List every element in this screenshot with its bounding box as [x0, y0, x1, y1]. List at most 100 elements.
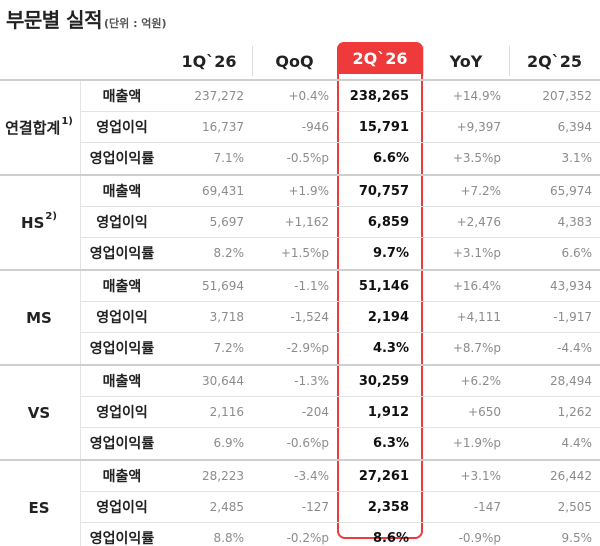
- table-cell: -0.9%p: [458, 531, 501, 545]
- table-cell: 237,272: [194, 89, 244, 103]
- column-divider: [80, 461, 81, 546]
- table-cell: 51,146: [358, 278, 409, 294]
- unit-label: (단위 : 억원): [103, 17, 167, 30]
- row-divider: [80, 301, 600, 302]
- table-cell: 65,974: [550, 184, 592, 198]
- table-cell: 16,737: [202, 120, 244, 134]
- row-divider: [80, 427, 600, 428]
- table-cell: 2,194: [367, 309, 409, 325]
- table-cell: 3,718: [209, 310, 244, 324]
- table-cell: 28,223: [202, 469, 244, 483]
- metric-label: 매출액: [102, 374, 142, 390]
- metric-label: 영업이익: [96, 500, 148, 516]
- header-divider: [252, 46, 253, 76]
- column-divider: [80, 176, 81, 269]
- segment-divider: [0, 79, 600, 81]
- table-cell: -0.5%p: [286, 151, 329, 165]
- segment-divider: [0, 364, 600, 366]
- row-divider: [80, 111, 600, 112]
- footnote-marker: 1): [61, 116, 73, 127]
- metric-label: 영업이익: [96, 310, 148, 326]
- table-cell: -946: [301, 120, 329, 134]
- table-cell: 7.2%: [213, 341, 245, 355]
- segment-name: VS: [27, 403, 51, 422]
- table-cell: +650: [468, 405, 501, 419]
- segment-label: 연결합계 1): [0, 81, 78, 174]
- table-cell: -147: [473, 500, 501, 514]
- segment-name: ES: [28, 498, 50, 517]
- row-divider: [80, 142, 600, 143]
- table-cell: -3.4%: [294, 469, 329, 483]
- table-cell: +3.1%p: [452, 246, 501, 260]
- table-cell: 27,261: [358, 468, 409, 484]
- metric-label: 영업이익률: [89, 151, 155, 167]
- table-cell: 238,265: [349, 88, 409, 104]
- row-divider: [80, 332, 600, 333]
- table-cell: +16.4%: [452, 279, 501, 293]
- table-cell: +8.7%p: [452, 341, 501, 355]
- row-divider: [80, 396, 600, 397]
- segment-divider: [0, 174, 600, 176]
- table-cell: 28,494: [550, 374, 592, 388]
- metric-label: 매출액: [102, 184, 142, 200]
- metric-label: 매출액: [102, 89, 142, 105]
- table-cell: -4.4%: [557, 341, 592, 355]
- table-cell: 6,394: [557, 120, 592, 134]
- table-cell: 6,859: [367, 214, 409, 230]
- row-divider: [80, 206, 600, 207]
- table-cell: 2,358: [367, 499, 409, 515]
- metric-label: 영업이익: [96, 120, 148, 136]
- header-divider: [423, 46, 424, 76]
- table-cell: +3.1%: [460, 469, 501, 483]
- table-cell: +1.5%p: [280, 246, 329, 260]
- column-header: 1Q`26: [181, 51, 237, 71]
- segment-label: HS 2): [0, 176, 78, 269]
- table-cell: 43,934: [550, 279, 592, 293]
- segment-label: ES: [0, 461, 78, 546]
- table-cell: 6.6%: [561, 246, 593, 260]
- footnote-marker: 2): [45, 211, 57, 222]
- table-cell: 3.1%: [561, 151, 593, 165]
- column-header: QoQ: [275, 51, 314, 71]
- table-cell: -1,524: [290, 310, 329, 324]
- segment-name: 연결합계: [5, 119, 61, 137]
- segment-divider: [0, 459, 600, 461]
- table-cell: +4,111: [456, 310, 501, 324]
- table-cell: 5,697: [209, 215, 244, 229]
- table-cell: +6.2%: [460, 374, 501, 388]
- column-header: 2Q`25: [527, 51, 582, 71]
- column-header: YoY: [449, 51, 483, 71]
- title-row: 부문별 실적 (단위 : 억원): [6, 4, 167, 34]
- table-cell: 30,644: [202, 374, 244, 388]
- table-cell: 30,259: [358, 373, 409, 389]
- table-cell: 8.6%: [372, 530, 409, 546]
- table-cell: 4.3%: [372, 340, 409, 356]
- table-cell: +9,397: [456, 120, 501, 134]
- table-cell: +2,476: [456, 215, 501, 229]
- header-divider: [509, 46, 510, 76]
- table-cell: +14.9%: [452, 89, 501, 103]
- table-cell: 2,505: [557, 500, 592, 514]
- table-cell: +3.5%p: [452, 151, 501, 165]
- row-divider: [80, 522, 600, 523]
- segment-name: MS: [26, 308, 52, 327]
- table-cell: 51,694: [202, 279, 244, 293]
- metric-label: 영업이익률: [89, 436, 155, 452]
- row-divider: [80, 237, 600, 238]
- metric-label: 매출액: [102, 279, 142, 295]
- table-cell: 4,383: [557, 215, 592, 229]
- segment-label: MS: [0, 271, 78, 364]
- table-cell: +0.4%: [288, 89, 329, 103]
- table-cell: -2.9%p: [286, 341, 329, 355]
- metric-label: 영업이익: [96, 405, 148, 421]
- table-cell: 6.3%: [372, 435, 409, 451]
- metric-label: 영업이익: [96, 215, 148, 231]
- table-cell: -1,917: [553, 310, 592, 324]
- table-cell: 8.8%: [213, 531, 245, 545]
- segment-divider: [0, 269, 600, 271]
- table-cell: 15,791: [358, 119, 409, 135]
- table-cell: 9.5%: [561, 531, 593, 545]
- table-cell: -0.6%p: [286, 436, 329, 450]
- table-cell: 7.1%: [213, 151, 245, 165]
- metric-label: 매출액: [102, 469, 142, 485]
